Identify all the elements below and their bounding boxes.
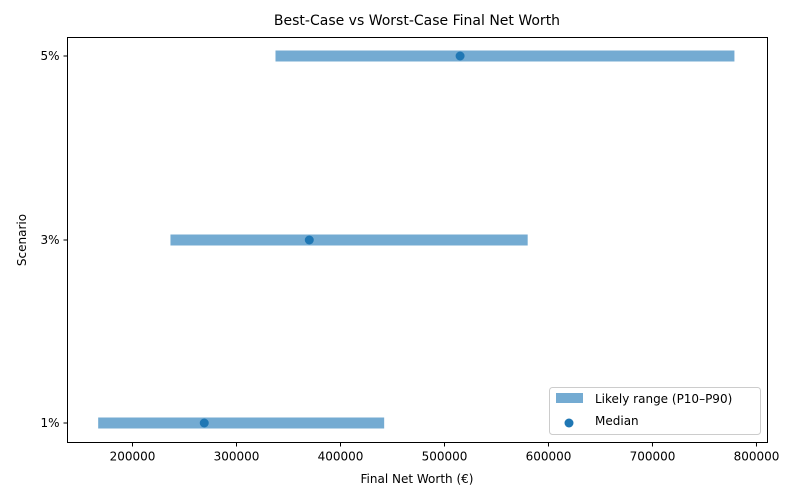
- legend-range-label: Likely range (P10–P90): [595, 392, 732, 406]
- x-tick-label: 200000: [110, 450, 156, 464]
- y-tick-label: 5%: [40, 49, 59, 63]
- y-axis-ticks: 1% 3% 5%: [40, 49, 68, 430]
- plot-area: [98, 50, 735, 429]
- range-bar: [170, 234, 528, 246]
- range-bar: [275, 50, 735, 62]
- x-tick-label: 800000: [734, 450, 780, 464]
- x-axis-ticks: 200000 300000 400000 500000 600000 700000 8000…: [110, 442, 780, 464]
- x-tick-label: 300000: [214, 450, 260, 464]
- x-tick-label: 700000: [630, 450, 676, 464]
- legend: Likely range (P10–P90) Median: [549, 387, 761, 435]
- range-bar: [98, 417, 385, 429]
- legend-median-marker: [564, 418, 574, 428]
- y-tick-label: 3%: [40, 233, 59, 247]
- legend-median-label: Median: [595, 414, 639, 428]
- x-tick-label: 600000: [526, 450, 572, 464]
- legend-range-swatch: [556, 393, 583, 403]
- x-tick-label: 400000: [318, 450, 364, 464]
- x-axis-label: Final Net Worth (€): [361, 472, 474, 486]
- median-point: [455, 51, 465, 61]
- y-tick-label: 1%: [40, 416, 59, 430]
- x-tick-label: 500000: [422, 450, 468, 464]
- y-axis-label: Scenario: [15, 214, 29, 266]
- median-point: [304, 235, 314, 245]
- chart-title: Best-Case vs Worst-Case Final Net Worth: [274, 13, 560, 29]
- median-point: [199, 418, 209, 428]
